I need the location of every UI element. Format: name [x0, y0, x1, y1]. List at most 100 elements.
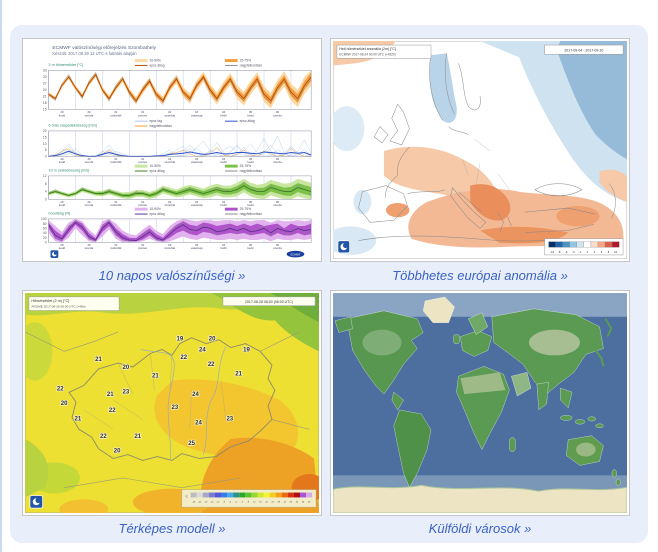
colorbar-cell	[281, 492, 288, 498]
y-tick-label: 5	[45, 148, 47, 152]
anomaly-model-run: ECMWF 2017-08-24 00:00 UTC (+432h)	[339, 52, 395, 56]
subplot-label: 10 m szélsebesség [m/s]	[49, 169, 90, 173]
x-tick-weekday: péntek	[139, 203, 148, 207]
colorbar-tick: 44	[302, 501, 305, 503]
x-tick-weekday: szerda	[85, 203, 94, 207]
x-tick-weekday: péntek	[139, 246, 148, 250]
legend-label: epsz átlag	[149, 169, 164, 173]
x-tick-day: 30	[87, 243, 91, 247]
colorbar-tick: 5	[601, 250, 603, 254]
colorbar-tick: 48	[308, 501, 311, 503]
subplot-1: 20 15 10 5 0 6 órás csapadékösszeg [mm] epsz t…	[43, 119, 312, 164]
colorbar-tick: 16	[259, 501, 262, 503]
legend-swatch	[224, 59, 238, 63]
x-tick-day: 30	[87, 110, 91, 114]
x-tick-day: 02	[168, 110, 172, 114]
station-temp-label: 21	[95, 357, 102, 363]
europe-anomaly-thumbnail[interactable]: Heti hőmérséklet anomália (2m) [°C] ECMW…	[330, 38, 630, 262]
x-tick-day: 01	[141, 200, 145, 204]
x-tick-day: 04	[222, 157, 226, 161]
subplot-label: 6 órás csapadékösszeg [mm]	[49, 124, 97, 128]
world-map	[333, 293, 627, 513]
japan	[594, 349, 605, 367]
madagascar	[509, 437, 516, 452]
india	[536, 382, 549, 411]
station-temp-label: 20	[123, 365, 130, 371]
x-tick-weekday: szerda	[273, 203, 282, 207]
link-foreign-cities[interactable]: Külföldi városok »	[428, 521, 532, 536]
legend-swatch	[134, 59, 148, 63]
station-temp-label: 20	[61, 401, 68, 407]
legend-label: nagyfelbontású	[149, 124, 172, 128]
x-tick-day: 31	[114, 200, 118, 204]
station-temp-label: 24	[199, 347, 206, 353]
x-tick-day: 04	[222, 110, 226, 114]
world-cities-thumbnail[interactable]	[330, 290, 630, 516]
x-tick-weekday: hétfő	[220, 113, 227, 117]
colorbar-cell	[569, 241, 577, 248]
x-tick-day: 03	[195, 157, 199, 161]
link-10-day-probabilistic[interactable]: 10 napos valószínűségi »	[98, 268, 246, 283]
x-tick-weekday: szombat	[164, 246, 175, 250]
ecmwf-logo: ECMWF	[286, 250, 305, 258]
legend-label: nagyfelbontású	[240, 63, 263, 67]
x-tick-weekday: kedd	[247, 246, 254, 250]
y-tick-label: 30	[43, 75, 47, 79]
colorbar-cell	[227, 492, 234, 498]
colorbar-tick: 40	[296, 501, 299, 503]
subplot-0: 33 30 27 24 21 18 15 2 m hőmérséklet [°C] 10-90%…	[43, 59, 312, 117]
ensemble-meteogram-thumbnail[interactable]: ECMWF valószínűségi előrejelzés Szombath…	[22, 38, 322, 262]
colorbar-cell	[263, 492, 270, 498]
x-tick-weekday: hétfő	[220, 160, 227, 164]
colorbar-cell	[306, 492, 313, 498]
subplot-label: borultság [%]	[49, 212, 71, 216]
station-temp-label: 23	[123, 389, 130, 395]
y-tick-label: 12	[43, 174, 47, 178]
station-temp-label: 21	[107, 392, 114, 398]
greenland	[423, 296, 455, 323]
colorbar-cell	[583, 241, 592, 248]
y-tick-label: 40	[43, 231, 47, 235]
svg-text:ECMWF: ECMWF	[291, 253, 301, 256]
station-temp-label: 22	[57, 386, 64, 392]
colorbar-cell	[293, 492, 300, 498]
y-tick-label: 0	[45, 241, 47, 245]
hungary-model-thumbnail[interactable]: 19 20 24 22 22 19 21 21 20 21 22 23 21 20 24 23 21 22 24 23…	[22, 290, 322, 516]
x-tick-day: 01	[141, 157, 145, 161]
colorbar-cell	[562, 241, 570, 248]
x-tick-weekday: vasárnap	[191, 246, 203, 250]
x-tick-day: 05	[249, 243, 253, 247]
x-tick-weekday: szombat	[164, 160, 175, 164]
x-tick-weekday: szerda	[85, 160, 94, 164]
x-tick-day: 06	[276, 243, 280, 247]
legend-swatch	[224, 207, 238, 211]
meteogram-subplots: 33 30 27 24 21 18 15 2 m hőmérséklet [°C] 10-90%…	[41, 59, 312, 250]
x-tick-weekday: kedd	[59, 113, 66, 117]
station-temp-label: 20	[209, 337, 216, 343]
map-title-box: Heti hőmérséklet anomália (2m) [°C] ECMW…	[336, 44, 432, 59]
forecast-thumbnails-container: ECMWF valószínűségi előrejelzés Szombath…	[10, 25, 648, 543]
x-tick-day: 01	[141, 110, 145, 114]
x-tick-weekday: kedd	[59, 246, 66, 250]
x-tick-day: 31	[114, 157, 118, 161]
station-temp-label: 22	[208, 362, 215, 368]
x-tick-weekday: kedd	[59, 160, 66, 164]
omsz-logo	[50, 250, 59, 259]
meteogram-title: ECMWF valószínűségi előrejelzés Szombath…	[52, 45, 156, 51]
x-tick-day: 30	[87, 157, 91, 161]
alaska	[334, 316, 353, 333]
x-tick-day: 05	[249, 110, 253, 114]
x-tick-day: 03	[195, 243, 199, 247]
station-temp-label: 23	[172, 405, 179, 411]
x-tick-day: 29	[60, 200, 64, 204]
x-tick-day: 06	[276, 157, 280, 161]
legend-label: 10-90%	[149, 164, 160, 168]
colorbar-tick: -8	[558, 250, 561, 254]
subplot-2: 12 8 4 0 10 m szélsebesség [m/s] 10-90% 25-75%…	[43, 164, 312, 207]
link-multiweek-european-anomaly[interactable]: Többhetes európai anomália »	[392, 268, 568, 283]
legend-label: epsz átlag	[149, 212, 164, 216]
colorbar-tick: 36	[290, 501, 293, 503]
link-map-model[interactable]: Térképes modell »	[118, 521, 226, 536]
colorbar-cell	[275, 492, 282, 498]
southeast-asia	[560, 387, 573, 409]
